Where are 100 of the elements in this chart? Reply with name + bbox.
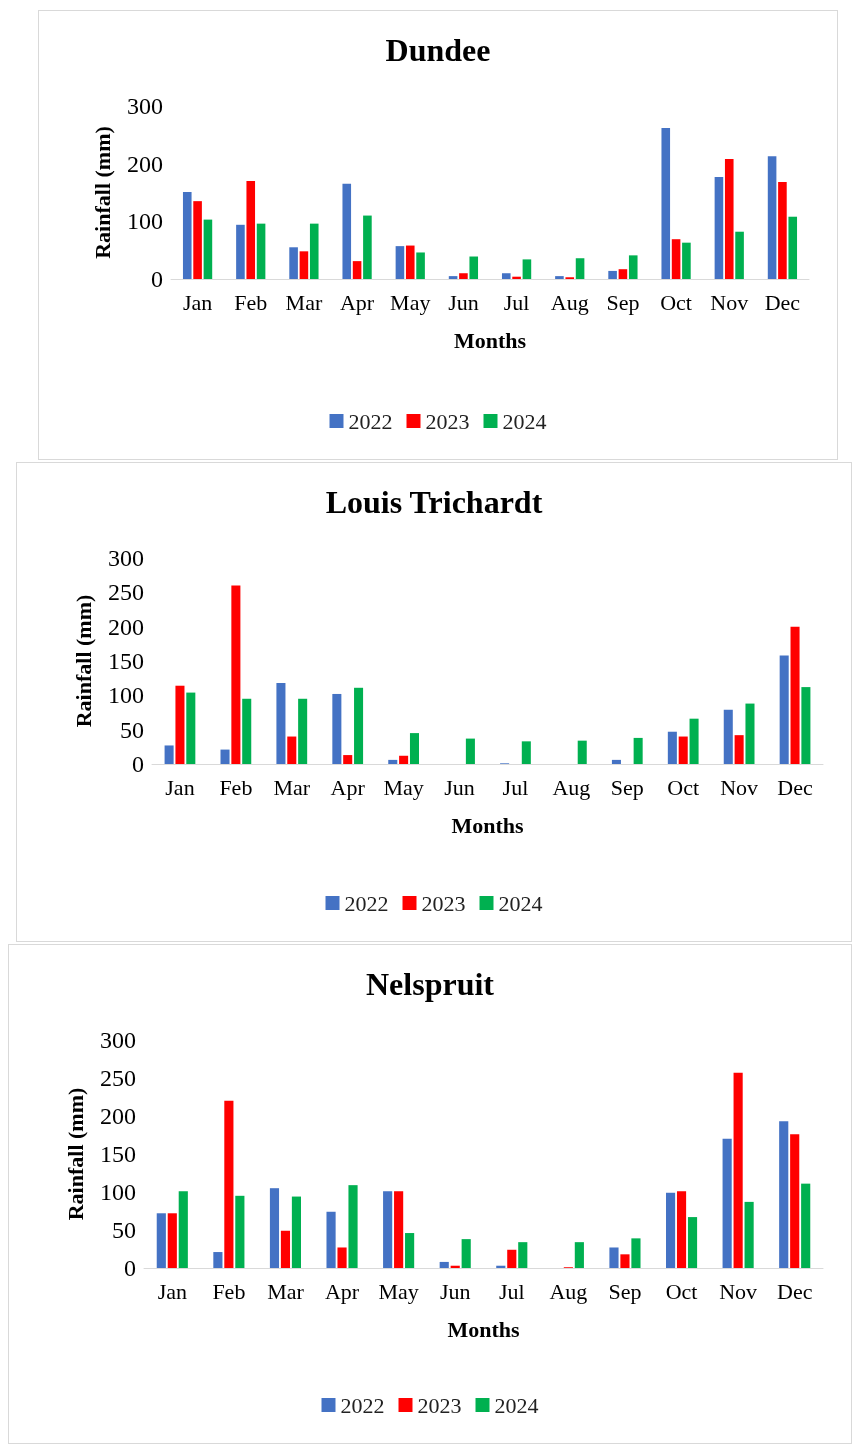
y-tick-label: 50: [120, 716, 144, 743]
bar: [734, 735, 744, 764]
bar: [405, 245, 415, 279]
bar: [628, 255, 638, 279]
bar: [280, 1230, 291, 1268]
legend-label: 2023: [417, 1392, 462, 1418]
x-tick-label: May: [378, 1278, 419, 1304]
bar: [337, 1247, 347, 1268]
x-tick-label: Oct: [667, 774, 700, 800]
bar: [178, 1191, 188, 1268]
bar: [801, 1183, 811, 1268]
bar: [213, 1252, 223, 1268]
x-tick-label: Mar: [273, 774, 311, 800]
bar: [687, 1217, 698, 1268]
y-tick-label: 100: [108, 682, 144, 709]
bar: [801, 687, 811, 764]
bar: [299, 251, 309, 279]
bar: [714, 176, 724, 279]
bar: [224, 1100, 234, 1268]
bar: [193, 201, 202, 279]
y-axis-title: Rainfall (mm): [89, 126, 115, 259]
bar: [667, 731, 677, 764]
bar: [575, 258, 585, 279]
bar: [723, 709, 733, 764]
bar: [220, 749, 230, 764]
x-tick-label: Oct: [665, 1278, 698, 1304]
bar: [256, 223, 266, 279]
x-tick-label: Aug: [552, 774, 591, 800]
bar: [665, 1192, 676, 1268]
y-tick-label: 300: [127, 93, 163, 119]
bar: [298, 698, 308, 764]
chart-title: Nelspruit: [366, 966, 495, 1002]
x-axis-title: Months: [453, 327, 527, 353]
x-tick-label: Oct: [660, 289, 692, 315]
bar: [459, 273, 468, 279]
bar: [399, 755, 409, 764]
bar: [522, 259, 532, 279]
y-axis-title: Rainfall (mm): [62, 1087, 88, 1221]
bar: [395, 246, 405, 279]
bar: [788, 216, 798, 279]
bar: [574, 1242, 584, 1268]
bar: [175, 685, 185, 764]
x-tick-label: Jul: [498, 1278, 525, 1304]
bar: [735, 231, 744, 279]
x-tick-label: Mar: [285, 289, 323, 315]
x-axis-title: Months: [451, 812, 524, 838]
bar: [461, 1239, 471, 1268]
y-tick-label: 250: [100, 1065, 136, 1091]
y-tick-label: 0: [124, 1255, 136, 1281]
y-tick-label: 200: [127, 150, 163, 177]
bar: [405, 1233, 415, 1268]
bar: [448, 276, 458, 279]
y-tick-label: 200: [100, 1103, 136, 1129]
x-tick-label: Nov: [719, 1278, 758, 1304]
bar: [689, 718, 699, 764]
x-axis-title: Months: [447, 1316, 520, 1342]
x-tick-label: Jan: [165, 774, 195, 800]
legend-label: 2023: [425, 408, 470, 434]
bar: [722, 1138, 732, 1268]
x-tick-label: Jun: [448, 289, 479, 315]
legend-label: 2024: [502, 408, 547, 434]
bar: [289, 247, 298, 279]
bar: [631, 1238, 641, 1268]
bar: [671, 239, 681, 279]
bar: [383, 1191, 393, 1268]
bar: [633, 737, 643, 764]
legend-label: 2022: [340, 1392, 385, 1418]
x-tick-label: Apr: [330, 774, 366, 800]
bar: [469, 256, 479, 279]
x-tick-label: May: [383, 774, 424, 800]
bar: [618, 269, 628, 279]
x-tick-label: Jun: [444, 774, 475, 800]
x-tick-label: Feb: [212, 1278, 246, 1304]
bar: [342, 183, 352, 279]
bar: [156, 1213, 166, 1268]
bar: [608, 270, 617, 279]
bar: [678, 736, 688, 764]
bar: [779, 1121, 789, 1268]
bar: [287, 736, 297, 764]
bar: [343, 755, 353, 764]
bar: [269, 1188, 280, 1268]
bar: [518, 1242, 528, 1268]
x-tick-label: Mar: [267, 1278, 305, 1304]
bar: [291, 1196, 302, 1268]
x-tick-label: Jul: [502, 774, 529, 800]
bar: [182, 191, 192, 279]
bar: [778, 182, 787, 279]
y-tick-label: 250: [108, 579, 144, 606]
bar: [512, 276, 521, 279]
x-tick-label: Apr: [339, 289, 375, 315]
bar: [609, 1247, 619, 1268]
legend-label: 2022: [344, 890, 389, 916]
y-tick-label: 300: [108, 545, 144, 571]
x-tick-label: Feb: [234, 289, 268, 315]
x-tick-label: Sep: [610, 774, 644, 800]
bar: [332, 693, 342, 764]
bar: [394, 1191, 404, 1268]
bar: [388, 759, 398, 764]
x-tick-label: May: [390, 289, 431, 315]
bar: [555, 276, 564, 279]
